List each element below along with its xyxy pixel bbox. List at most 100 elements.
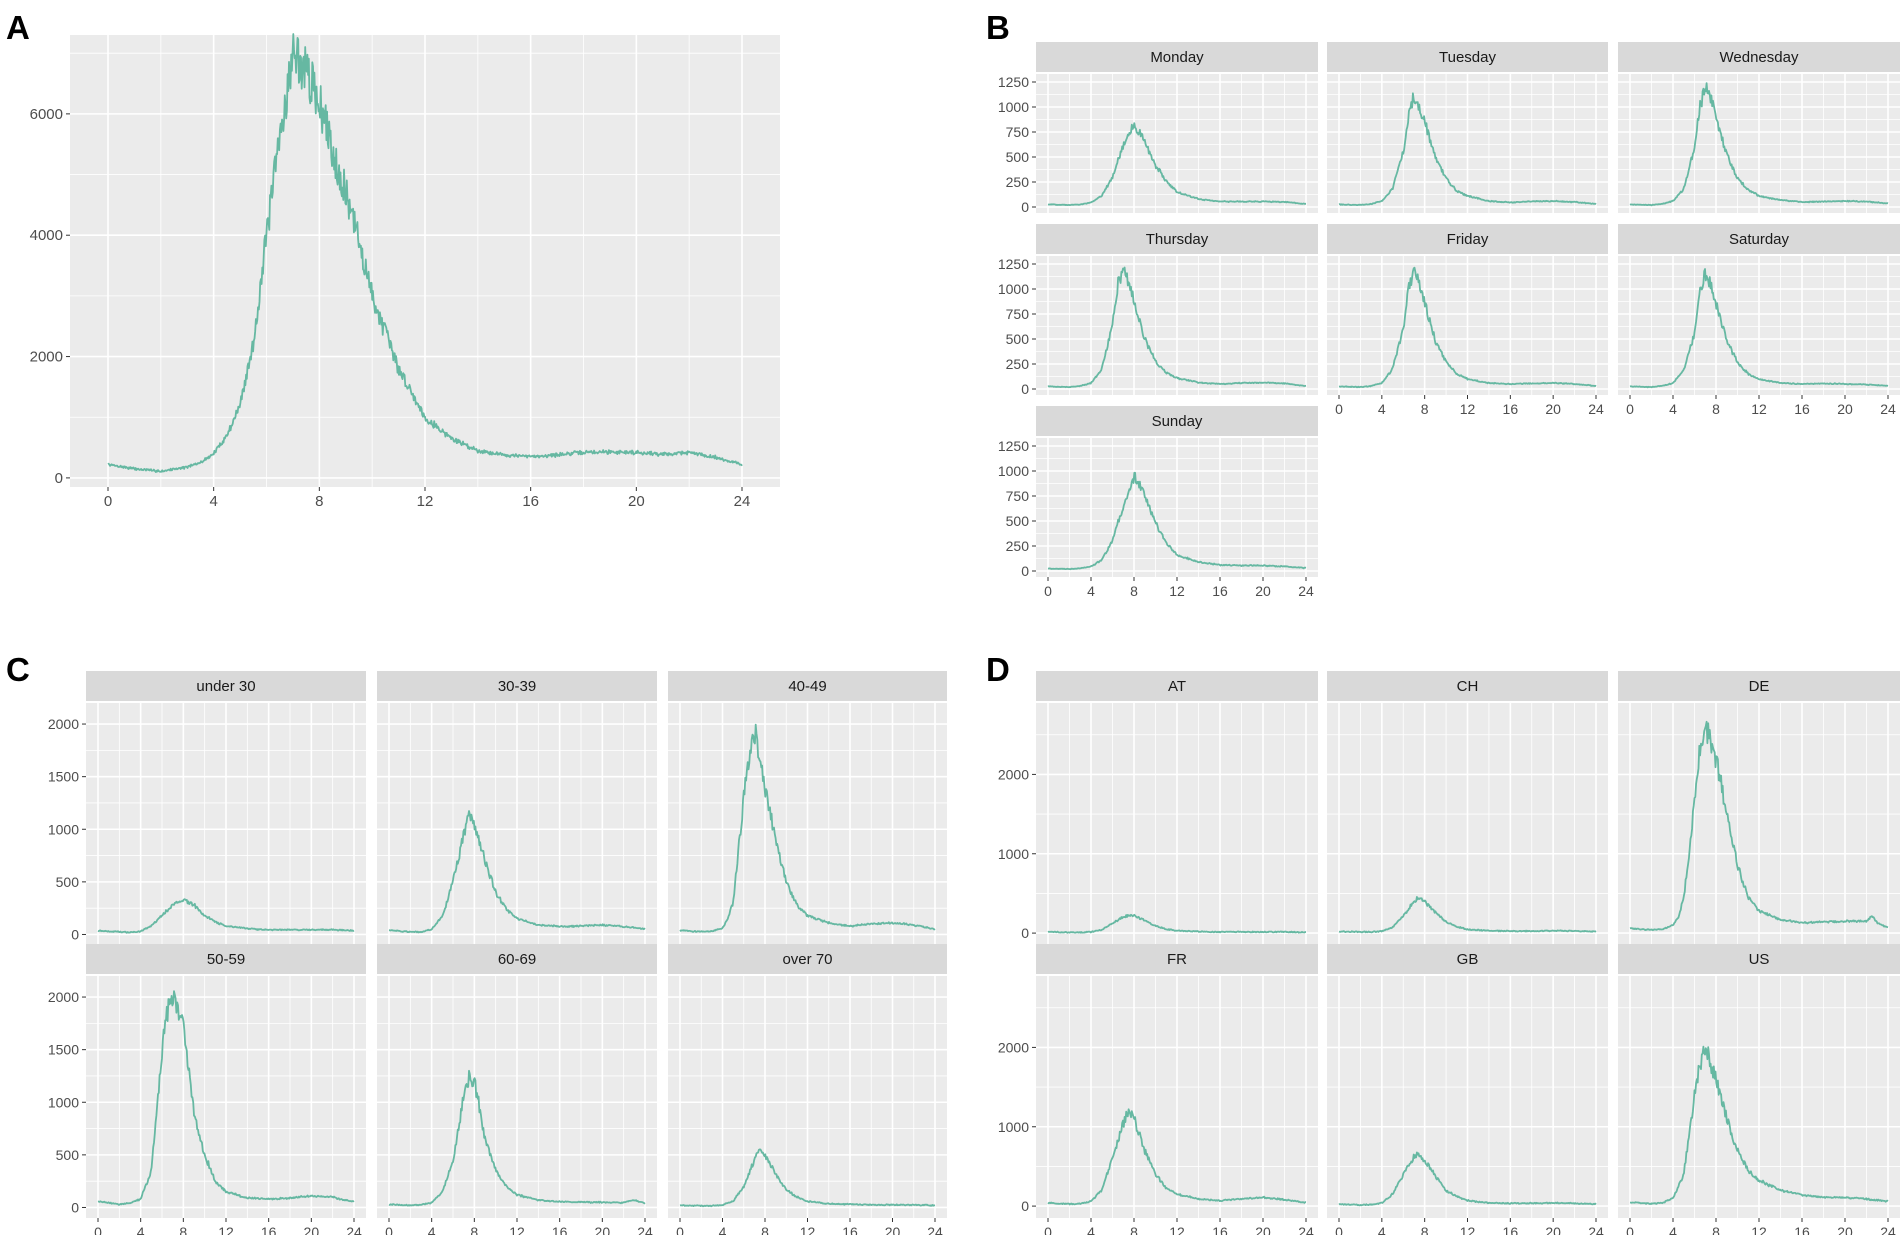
facet-b-saturday: Saturday 0 4 8 12 16 20 24 xyxy=(1618,224,1900,417)
x-tick-label: 4 xyxy=(1669,1224,1677,1235)
x-tick-label: 20 xyxy=(595,1224,611,1235)
series-line xyxy=(1338,92,1597,206)
y-tick-label: 0 xyxy=(71,926,79,942)
facet-b-thursday: Thursday 0 250 500 750 1000 1250 xyxy=(998,224,1318,397)
y-tick-label: 0 xyxy=(1021,381,1029,397)
panel-a: A 0 2000 4000 6000 0 4 8 12 16 20 24 xyxy=(6,9,780,510)
x-tick-label: 24 xyxy=(1588,1224,1604,1235)
facet-strip-title: over 70 xyxy=(782,951,832,968)
x-tick-label: 4 xyxy=(1378,401,1386,417)
x-tick-label: 4 xyxy=(1378,1224,1386,1235)
facet-strip-title: FR xyxy=(1167,951,1187,968)
y-tick-label: 1000 xyxy=(998,1119,1029,1135)
facet-strip-title: Thursday xyxy=(1146,231,1209,248)
facet-strip xyxy=(1327,224,1608,254)
x-tick-label: 12 xyxy=(1460,401,1476,417)
y-tick-label: 1500 xyxy=(48,1042,79,1058)
series-line xyxy=(1047,266,1307,389)
facet-strip-title: AT xyxy=(1168,678,1186,695)
facet-strip xyxy=(1036,224,1318,254)
x-tick-label: 0 xyxy=(1044,583,1052,599)
y-tick-label: 0 xyxy=(1021,925,1029,941)
series-line xyxy=(388,1069,646,1207)
x-tick-label: 20 xyxy=(885,1224,901,1235)
facet-strip xyxy=(1327,42,1608,72)
series-line xyxy=(1047,1108,1307,1206)
facet-strip-title: Monday xyxy=(1150,49,1204,66)
x-tick-label: 24 xyxy=(734,493,751,510)
y-tick-label: 0 xyxy=(55,470,63,487)
x-tick-label: 0 xyxy=(385,1224,393,1235)
x-tick-label: 0 xyxy=(1335,1224,1343,1235)
x-tick-label: 12 xyxy=(1169,1224,1185,1235)
x-tick-label: 20 xyxy=(628,493,645,510)
y-tick-label: 250 xyxy=(1006,538,1030,554)
x-tick-label: 4 xyxy=(1087,583,1095,599)
x-tick-label: 12 xyxy=(1751,1224,1767,1235)
x-tick-label: 24 xyxy=(927,1224,943,1235)
y-tick-label: 1000 xyxy=(48,821,79,837)
x-tick-label: 16 xyxy=(552,1224,568,1235)
facet-b-wednesday: Wednesday xyxy=(1618,42,1900,213)
y-tick-label: 1000 xyxy=(998,99,1029,115)
facet-strip xyxy=(377,944,657,974)
facet-d-us: US 0 4 8 12 16 20 24 xyxy=(1618,944,1900,1235)
y-tick-label: 750 xyxy=(1006,488,1030,504)
y-tick-label: 6000 xyxy=(30,106,63,123)
y-tick-label: 500 xyxy=(56,1147,80,1163)
x-tick-label: 4 xyxy=(209,493,217,510)
y-tick-label: 500 xyxy=(56,874,80,890)
x-tick-label: 0 xyxy=(1626,1224,1634,1235)
series-line xyxy=(1047,122,1307,206)
x-tick-label: 24 xyxy=(346,1224,362,1235)
panel-label-b: B xyxy=(986,9,1010,46)
y-tick-label: 0 xyxy=(1021,563,1029,579)
x-tick-label: 4 xyxy=(1669,401,1677,417)
y-tick-label: 1000 xyxy=(998,281,1029,297)
panel-b: B Monday 0 250 500 750 1000 1250 Tuesday Wednesda… xyxy=(986,9,1900,599)
facet-strip-title: 40-49 xyxy=(788,678,826,695)
facet-strip xyxy=(86,671,366,701)
series-line xyxy=(1629,1045,1889,1205)
y-tick-label: 1000 xyxy=(998,846,1029,862)
x-tick-label: 24 xyxy=(637,1224,653,1235)
facet-b-friday: Friday 0 4 8 12 16 20 24 xyxy=(1327,224,1608,417)
series-line xyxy=(1047,913,1307,934)
y-tick-label: 500 xyxy=(1006,149,1030,165)
y-tick-label: 750 xyxy=(1006,124,1030,140)
facet-d-de: DE xyxy=(1618,671,1900,945)
facet-b-monday: Monday 0 250 500 750 1000 1250 xyxy=(998,42,1318,215)
facet-strip-title: DE xyxy=(1749,678,1770,695)
x-tick-label: 8 xyxy=(179,1224,187,1235)
x-tick-label: 12 xyxy=(417,493,434,510)
facet-b-sunday: Sunday 0 250 500 750 1000 1250 0 4 8 12 16 20 24 xyxy=(998,406,1318,599)
facet-strip xyxy=(1327,944,1608,974)
facet-strip-title: under 30 xyxy=(196,678,255,695)
x-tick-label: 8 xyxy=(1421,401,1429,417)
facet-c-60-69: 60-69 0 4 8 12 16 20 24 xyxy=(377,944,657,1235)
y-tick-label: 4000 xyxy=(30,227,63,244)
x-tick-label: 20 xyxy=(1545,1224,1561,1235)
x-tick-label: 24 xyxy=(1298,1224,1314,1235)
series-line xyxy=(1338,266,1597,389)
facet-strip-title: Tuesday xyxy=(1439,49,1496,66)
x-tick-label: 24 xyxy=(1880,401,1896,417)
series-line xyxy=(1338,896,1597,934)
facet-a-main: 0 2000 4000 6000 0 4 8 12 16 20 24 xyxy=(30,33,780,510)
x-tick-label: 8 xyxy=(1421,1224,1429,1235)
x-tick-label: 20 xyxy=(304,1224,320,1235)
facet-d-gb: GB 0 4 8 12 16 20 24 xyxy=(1327,944,1608,1235)
panel-label-c: C xyxy=(6,651,30,688)
x-tick-label: 4 xyxy=(719,1224,727,1235)
facet-strip xyxy=(1036,671,1318,701)
y-tick-label: 2000 xyxy=(998,766,1029,782)
x-tick-label: 8 xyxy=(1712,1224,1720,1235)
facet-strip xyxy=(1618,42,1900,72)
y-tick-label: 250 xyxy=(1006,356,1030,372)
x-tick-label: 4 xyxy=(1087,1224,1095,1235)
x-tick-label: 12 xyxy=(218,1224,234,1235)
x-tick-label: 4 xyxy=(137,1224,145,1235)
facet-strip-title: CH xyxy=(1457,678,1479,695)
x-tick-label: 16 xyxy=(842,1224,858,1235)
